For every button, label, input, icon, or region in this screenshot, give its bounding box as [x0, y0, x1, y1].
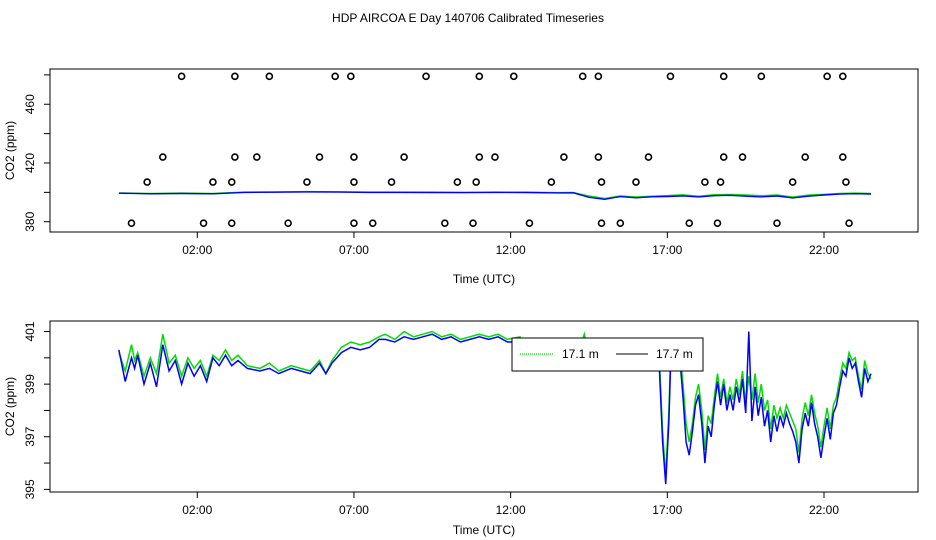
calibration-point: [644, 153, 653, 161]
calibration-point: [199, 219, 208, 227]
figure-title: HDP AIRCOA E Day 140706 Calibrated Times…: [332, 11, 604, 25]
calibration-point: [632, 178, 640, 186]
calibration-point: [685, 219, 694, 227]
y-tick-label: 460: [23, 94, 37, 114]
calibration-point: [838, 72, 847, 81]
calibration-point: [788, 178, 797, 186]
calibration-point: [177, 72, 186, 81]
calibration-point: [773, 219, 781, 227]
calibration-point: [453, 178, 462, 186]
calibration-point: [127, 219, 136, 227]
calibration-point: [594, 72, 603, 81]
calibration-point: [231, 72, 239, 81]
x-tick-label: 17:00: [652, 243, 682, 257]
calibration-point: [713, 219, 722, 227]
x-tick-label: 07:00: [339, 503, 369, 517]
calibration-point: [738, 153, 747, 161]
calibration-point: [387, 178, 396, 186]
legend-box: [511, 337, 704, 372]
calibration-point: [838, 153, 847, 161]
legend-label-17-1m: 17.1 m: [562, 347, 599, 361]
calibration-point: [547, 178, 556, 186]
calibration-point: [578, 72, 587, 81]
calibration-point: [284, 219, 292, 227]
calibration-point: [368, 219, 377, 227]
x-tick-label: 07:00: [339, 243, 369, 257]
x-tick-label: 22:00: [809, 503, 839, 517]
calibration-point: [331, 72, 339, 81]
x-axis-label: Time (UTC): [453, 523, 515, 537]
calibration-point: [143, 178, 151, 186]
y-tick-label: 397: [23, 426, 37, 446]
calibration-point: [719, 72, 728, 81]
calibration-point: [842, 178, 850, 186]
calibration-point: [491, 153, 499, 161]
calibration-point: [616, 219, 625, 227]
x-tick-label: 12:00: [496, 243, 526, 257]
calibration-point: [227, 178, 236, 186]
x-tick-label: 22:00: [809, 243, 839, 257]
calibration-point: [400, 153, 408, 161]
calibration-point: [469, 219, 477, 227]
calibration-point: [227, 219, 236, 227]
y-tick-label: 399: [23, 374, 37, 394]
plot-frame: [49, 68, 919, 233]
series-line-17-7m: [118, 331, 872, 485]
y-tick-label: 380: [23, 211, 37, 231]
calibration-point: [757, 72, 766, 81]
calibration-point: [347, 72, 355, 81]
y-axis-label: CO2 (ppm): [3, 377, 17, 436]
x-tick-label: 17:00: [652, 503, 682, 517]
calibration-point: [265, 72, 274, 81]
x-tick-label: 12:00: [496, 503, 526, 517]
x-tick-label: 02:00: [182, 243, 212, 257]
calibration-point: [823, 72, 831, 81]
calibration-point: [801, 153, 809, 161]
calibration-point: [303, 178, 311, 186]
calibration-point: [716, 178, 725, 186]
series-line-17-1m: [118, 330, 872, 477]
calibration-point: [315, 153, 324, 161]
calibration-point: [209, 178, 217, 186]
calibration-point: [253, 153, 261, 161]
y-tick-label: 420: [23, 153, 37, 173]
calibration-point: [594, 153, 603, 161]
calibration-point: [159, 153, 167, 161]
x-axis-label: Time (UTC): [453, 272, 515, 286]
calibration-point: [422, 72, 430, 81]
top-panel-calibration-scatter: 02:00 07:00 12:00 17:00 22:00 380 420 460 Time (…: [3, 68, 919, 286]
legend-label-17-7m: 17.7 m: [656, 347, 693, 361]
calibration-point: [231, 153, 239, 161]
calibration-point: [597, 219, 606, 227]
calibration-point: [350, 153, 358, 161]
y-tick-label: 395: [23, 479, 37, 499]
y-axis-label: CO2 (ppm): [3, 121, 17, 180]
bottom-panel-co2-timeseries: 02:00 07:00 12:00 17:00 22:00 395 397 399 401 Tim…: [3, 320, 919, 537]
calibration-point: [441, 219, 449, 227]
calibration-point: [560, 153, 568, 161]
calibration-point: [666, 72, 675, 81]
calibration-point: [472, 178, 480, 186]
calibration-point: [350, 219, 358, 227]
calibration-point: [350, 178, 358, 186]
calibration-point: [845, 219, 853, 227]
calibration-point: [475, 153, 484, 161]
plot-frame: [49, 320, 919, 493]
calibration-point: [525, 219, 534, 227]
calibration-point: [509, 72, 518, 81]
calibration-point: [701, 178, 709, 186]
calibration-point: [475, 72, 484, 81]
calibration-point: [597, 178, 606, 186]
legend: 17.1 m 17.7 m: [511, 337, 704, 372]
x-tick-label: 02:00: [182, 503, 212, 517]
calibration-point: [719, 153, 728, 161]
series-line-blue: [118, 191, 872, 201]
y-tick-label: 401: [23, 321, 37, 341]
